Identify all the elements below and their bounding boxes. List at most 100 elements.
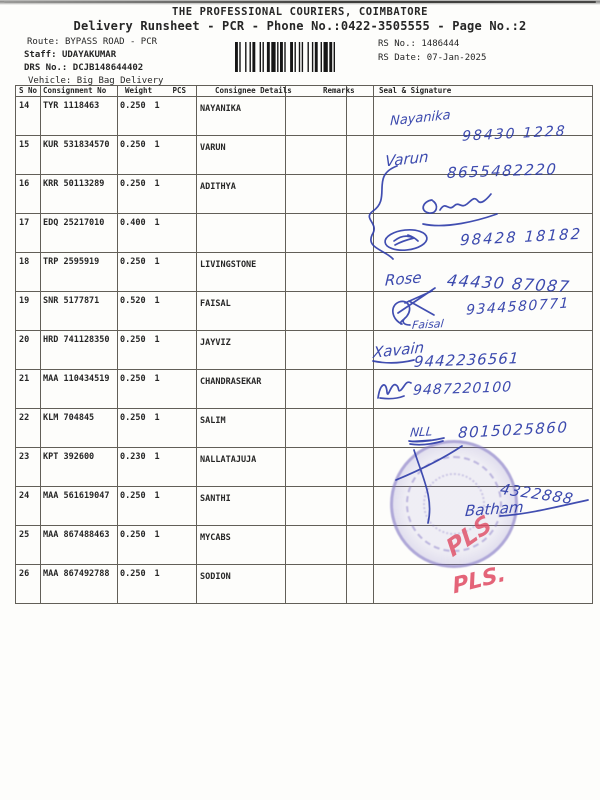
cell-s-no: 22 — [15, 408, 41, 448]
cell-weight: 0.250 — [117, 486, 153, 526]
cell-seal-signature — [373, 213, 593, 253]
cell-s-no: 19 — [15, 291, 41, 331]
table-row: 22 KLM 704845 0.250 1 SALIM — [15, 408, 593, 448]
cell-spacer — [346, 96, 374, 136]
cell-s-no: 16 — [15, 174, 41, 214]
rs-date-line: RS Date: 07-Jan-2025 — [378, 53, 486, 63]
staff-label: Staff: — [24, 50, 57, 60]
cell-spacer — [346, 525, 374, 565]
route-value: BYPASS ROAD - PCR — [64, 37, 158, 47]
cell-seal-signature — [373, 369, 593, 409]
cell-seal-signature — [373, 564, 593, 604]
rs-no-label: RS No.: — [378, 39, 416, 49]
cell-consignment-no: EDQ 25217010 — [40, 213, 118, 253]
cell-consignee: FAISAL — [196, 291, 286, 331]
cell-consignee: CHANDRASEKAR — [196, 369, 286, 409]
cell-seal-signature — [373, 486, 593, 526]
cell-spacer — [346, 447, 374, 487]
cell-consignee: SALIM — [196, 408, 286, 448]
cell-s-no: 23 — [15, 447, 41, 487]
col-header-s-no: S No — [15, 85, 41, 97]
cell-seal-signature — [373, 96, 593, 136]
cell-pcs: 1 — [152, 135, 197, 175]
drs-line: DRS No.: DCJB148644402 — [24, 63, 143, 73]
route-label: Route: — [27, 37, 60, 47]
cell-consignment-no: SNR 5177871 — [40, 291, 118, 331]
cell-s-no: 24 — [15, 486, 41, 526]
col-header-weight: Weight — [117, 85, 153, 97]
cell-pcs: 1 — [152, 96, 197, 136]
col-header-seal-signature: Seal & Signature — [373, 85, 593, 97]
cell-pcs: 1 — [152, 408, 197, 448]
cell-pcs: 1 — [152, 330, 197, 370]
cell-consignee: JAYVIZ — [196, 330, 286, 370]
cell-s-no: 18 — [15, 252, 41, 292]
table-row: 24 MAA 561619047 0.250 1 SANTHI — [15, 486, 593, 526]
company-title: THE PROFESSIONAL COURIERS, COIMBATORE — [171, 6, 429, 18]
cell-remarks — [285, 96, 347, 136]
cell-seal-signature — [373, 525, 593, 565]
cell-pcs: 1 — [152, 213, 197, 253]
rs-date-label: RS Date: — [378, 53, 422, 63]
table-row: 17 EDQ 25217010 0.400 1 — [15, 213, 593, 253]
cell-consignee — [196, 213, 286, 253]
rs-date-value: 07-Jan-2025 — [426, 53, 487, 63]
cell-spacer — [346, 486, 374, 526]
col-header-consignment-no: Consignment No — [40, 85, 118, 97]
cell-consignment-no: TRP 2595919 — [40, 252, 118, 292]
rs-no-value: 1486444 — [421, 39, 460, 49]
cell-consignee: MYCABS — [196, 525, 286, 565]
cell-spacer — [346, 213, 374, 253]
table-row: 16 KRR 50113289 0.250 1 ADITHYA — [15, 174, 593, 214]
table-row: 25 MAA 867488463 0.250 1 MYCABS — [15, 525, 593, 565]
vehicle-line: Vehicle: Big Bag Delivery — [28, 76, 163, 86]
vehicle-label: Vehicle: — [28, 76, 72, 86]
cell-weight: 0.520 — [117, 291, 153, 331]
cell-spacer — [346, 135, 374, 175]
cell-s-no: 20 — [15, 330, 41, 370]
cell-s-no: 25 — [15, 525, 41, 565]
table-row: 18 TRP 2595919 0.250 1 LIVINGSTONE — [15, 252, 593, 292]
staff-line: Staff: UDAYAKUMAR — [24, 50, 116, 60]
cell-consignment-no: MAA 561619047 — [40, 486, 118, 526]
cell-spacer — [346, 174, 374, 214]
cell-remarks — [285, 174, 347, 214]
cell-s-no: 15 — [15, 135, 41, 175]
cell-spacer — [346, 252, 374, 292]
table-row: 23 KPT 392600 0.230 1 NALLATAJUJA — [15, 447, 593, 487]
cell-remarks — [285, 447, 347, 487]
cell-weight: 0.250 — [117, 525, 153, 565]
cell-s-no: 14 — [15, 96, 41, 136]
cell-seal-signature — [373, 252, 593, 292]
cell-consignment-no: KRR 50113289 — [40, 174, 118, 214]
cell-spacer — [346, 291, 374, 331]
cell-pcs: 1 — [152, 291, 197, 331]
cell-s-no: 26 — [15, 564, 41, 604]
cell-weight: 0.230 — [117, 447, 153, 487]
cell-consignment-no: HRD 741128350 — [40, 330, 118, 370]
cell-remarks — [285, 135, 347, 175]
rs-no-line: RS No.: 1486444 — [378, 39, 459, 49]
cell-pcs: 1 — [152, 525, 197, 565]
cell-pcs: 1 — [152, 486, 197, 526]
cell-spacer — [346, 408, 374, 448]
cell-consignment-no: MAA 110434519 — [40, 369, 118, 409]
table-row: 21 MAA 110434519 0.250 1 CHANDRASEKAR — [15, 369, 593, 409]
staff-value: UDAYAKUMAR — [61, 50, 117, 60]
cell-consignee: SODION — [196, 564, 286, 604]
cell-spacer — [346, 369, 374, 409]
cell-s-no: 17 — [15, 213, 41, 253]
cell-weight: 0.250 — [117, 96, 153, 136]
cell-weight: 0.250 — [117, 174, 153, 214]
cell-weight: 0.250 — [117, 369, 153, 409]
col-header-remarks: Remarks — [285, 85, 355, 97]
vehicle-value: Big Bag Delivery — [76, 76, 164, 86]
cell-weight: 0.250 — [117, 135, 153, 175]
cell-consignment-no: KLM 704845 — [40, 408, 118, 448]
cell-seal-signature — [373, 408, 593, 448]
cell-seal-signature — [373, 330, 593, 370]
cell-seal-signature — [373, 291, 593, 331]
runsheet-table: S No Consignment No Weight PCS Consignee… — [15, 85, 593, 604]
col-header-consignee-details: Consignee Details — [196, 85, 292, 97]
cell-spacer — [346, 330, 374, 370]
